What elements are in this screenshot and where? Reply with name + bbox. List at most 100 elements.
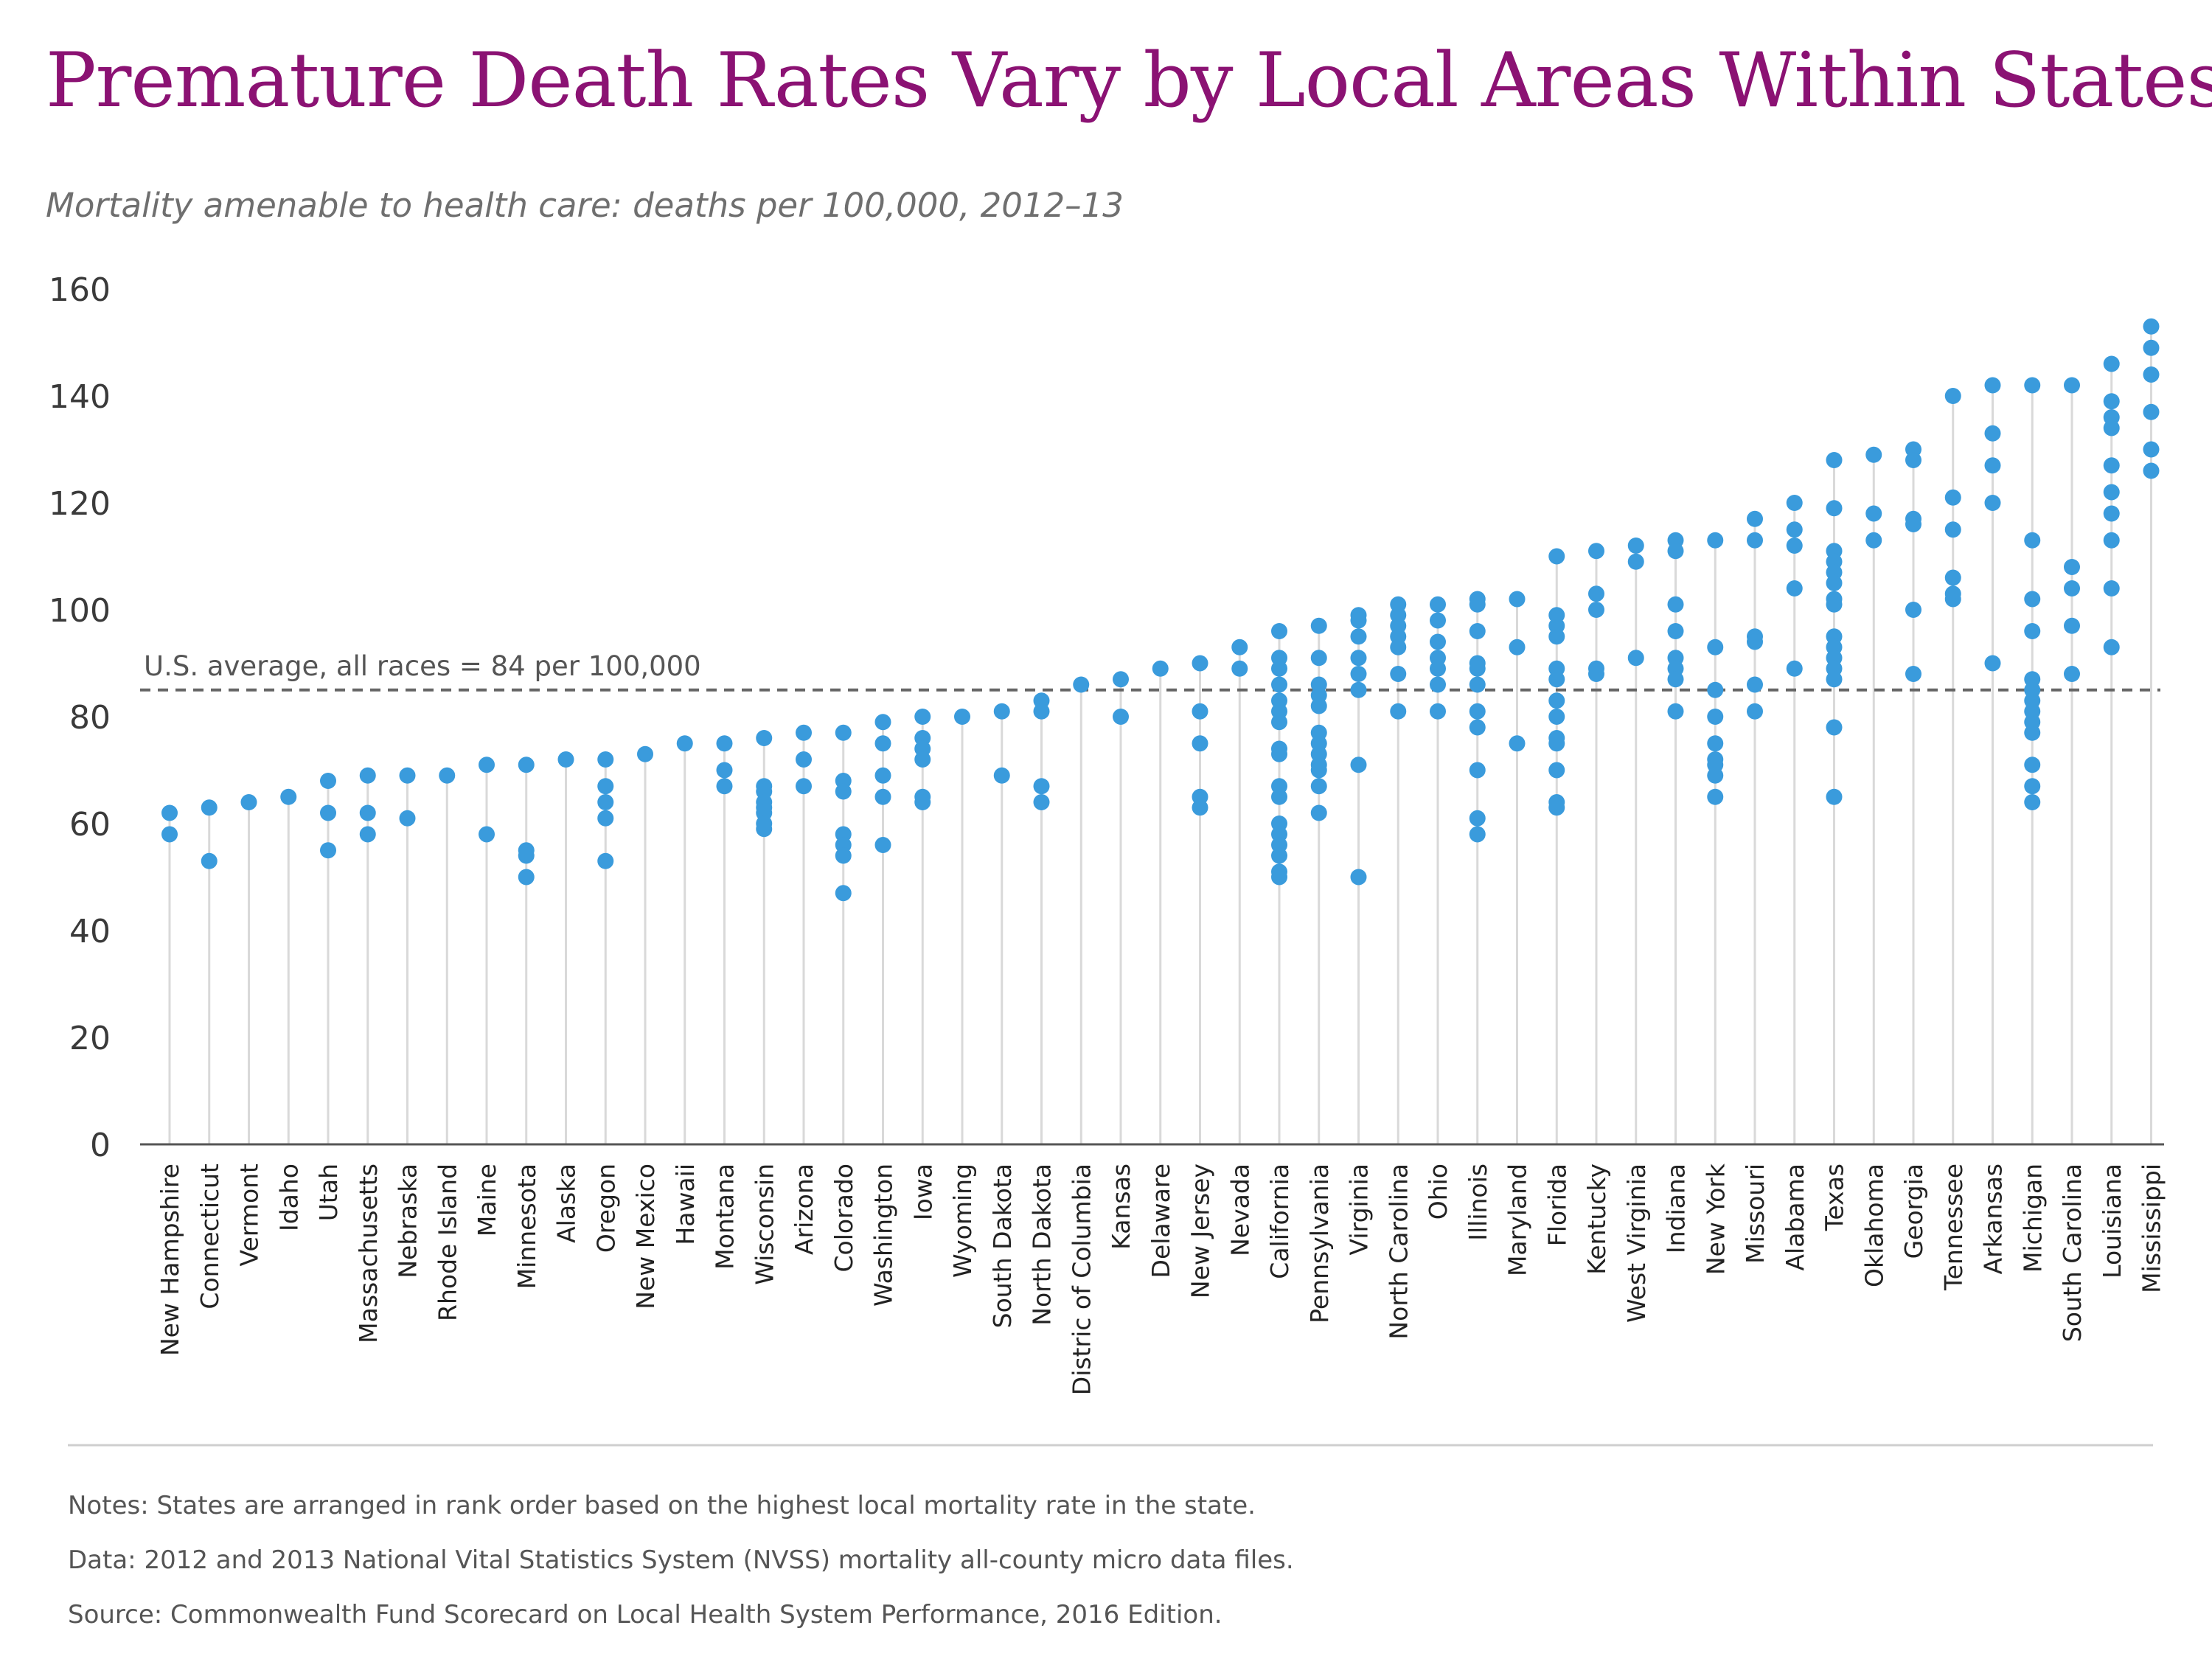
- data-point: [1469, 826, 1486, 843]
- x-tick-label: Distric of Columbia: [1067, 1164, 1096, 1395]
- x-tick-label: Illinois: [1464, 1164, 1492, 1241]
- data-point: [2064, 559, 2080, 575]
- x-tick-label: Nebraska: [394, 1164, 422, 1279]
- x-tick-label: Virginia: [1345, 1164, 1374, 1255]
- data-point: [1350, 681, 1367, 698]
- data-point: [1469, 623, 1486, 639]
- data-point: [479, 826, 495, 843]
- data-point: [637, 745, 653, 762]
- data-point: [1430, 703, 1446, 720]
- data-point: [399, 767, 416, 784]
- data-point: [1310, 778, 1327, 795]
- x-tick-label: Alabama: [1781, 1164, 1809, 1271]
- data-point: [1350, 869, 1367, 886]
- data-point: [1271, 623, 1287, 639]
- data-point: [1152, 660, 1169, 677]
- x-tick-label: Delaware: [1147, 1164, 1175, 1278]
- data-point: [1548, 548, 1565, 565]
- x-tick-label: Washington: [869, 1164, 898, 1307]
- data-point: [1469, 596, 1486, 613]
- x-tick-label: Georgia: [1899, 1164, 1928, 1259]
- data-point: [914, 709, 931, 725]
- x-tick-label: Pennsylvania: [1305, 1164, 1334, 1324]
- x-tick-label: Arizona: [790, 1164, 818, 1255]
- x-tick-label: Wisconsin: [750, 1164, 779, 1285]
- data-point: [2064, 377, 2080, 394]
- data-point: [914, 794, 931, 810]
- data-point: [2024, 757, 2041, 773]
- data-point: [1667, 623, 1684, 639]
- data-point: [716, 762, 733, 779]
- data-point: [1588, 666, 1604, 682]
- data-point: [1271, 788, 1287, 805]
- data-point: [1430, 596, 1446, 613]
- data-point: [1548, 799, 1565, 816]
- x-tick-label: Hawaii: [671, 1164, 700, 1245]
- y-tick-label: 20: [69, 1020, 111, 1057]
- data-point: [1865, 446, 1882, 463]
- data-point: [399, 810, 416, 827]
- data-point: [161, 826, 178, 843]
- data-point: [874, 788, 891, 805]
- data-point: [1390, 703, 1407, 720]
- data-point: [1113, 709, 1129, 725]
- x-tick-label: Arkansas: [1979, 1164, 2008, 1274]
- data-point: [2024, 532, 2041, 549]
- data-point: [2064, 617, 2080, 634]
- data-point: [439, 767, 456, 784]
- x-tick-label: California: [1265, 1164, 1294, 1279]
- data-point: [1826, 574, 1843, 591]
- data-point: [2064, 580, 2080, 597]
- data-point: [1786, 495, 1803, 511]
- data-point: [1984, 377, 2001, 394]
- data-point: [1231, 639, 1248, 655]
- data-point: [1786, 538, 1803, 554]
- x-tick-label: Connecticut: [195, 1164, 224, 1310]
- x-tick-label: Ohio: [1424, 1164, 1453, 1220]
- data-point: [2024, 724, 2041, 741]
- data-point: [2143, 366, 2160, 383]
- x-tick-label: New York: [1701, 1163, 1730, 1275]
- data-point: [1667, 703, 1684, 720]
- x-tick-label: Rhode Island: [433, 1164, 462, 1321]
- data-point: [2143, 403, 2160, 420]
- x-tick-label: Texas: [1820, 1164, 1849, 1231]
- x-tick-label: Kentucky: [1582, 1164, 1611, 1275]
- data-point: [557, 751, 574, 768]
- x-axis-labels: New Hampshire Connecticut Vermont Idaho Utah…: [156, 1163, 2166, 1395]
- data-point: [2024, 377, 2041, 394]
- data-point: [1747, 676, 1763, 693]
- data-point: [1033, 794, 1050, 810]
- y-tick-label: 120: [49, 485, 111, 523]
- data-point: [2024, 623, 2041, 639]
- data-point: [1667, 543, 1684, 560]
- y-tick-label: 80: [69, 699, 111, 737]
- data-point: [1707, 639, 1724, 655]
- x-tick-label: Minnesota: [512, 1164, 541, 1289]
- data-point: [835, 885, 852, 902]
- x-tick-label: Idaho: [274, 1164, 303, 1231]
- x-tick-label: Oregon: [591, 1164, 620, 1253]
- data-point: [1944, 521, 1961, 538]
- data-point: [1390, 666, 1407, 682]
- x-tick-label: Florida: [1543, 1164, 1571, 1246]
- data-point: [1627, 553, 1644, 570]
- data-point: [280, 788, 297, 805]
- data-point: [1905, 602, 1921, 618]
- x-tick-label: North Dakota: [1028, 1164, 1057, 1326]
- data-point: [1548, 762, 1565, 779]
- data-point: [1390, 639, 1407, 655]
- x-tick-label: Maine: [473, 1164, 501, 1237]
- data-point: [320, 804, 336, 821]
- data-point: [359, 826, 376, 843]
- x-tick-label: Nevada: [1225, 1164, 1254, 1256]
- data-point: [1350, 650, 1367, 667]
- data-point: [1707, 681, 1724, 698]
- data-point: [1667, 671, 1684, 688]
- data-point: [1826, 671, 1843, 688]
- data-point: [1509, 639, 1526, 655]
- data-point: [716, 778, 733, 795]
- y-axis-ticks: 0 20 40 60 80 100 120 140 160: [49, 271, 111, 1164]
- chart-subtitle: Mortality amenable to health care: death…: [46, 186, 1124, 225]
